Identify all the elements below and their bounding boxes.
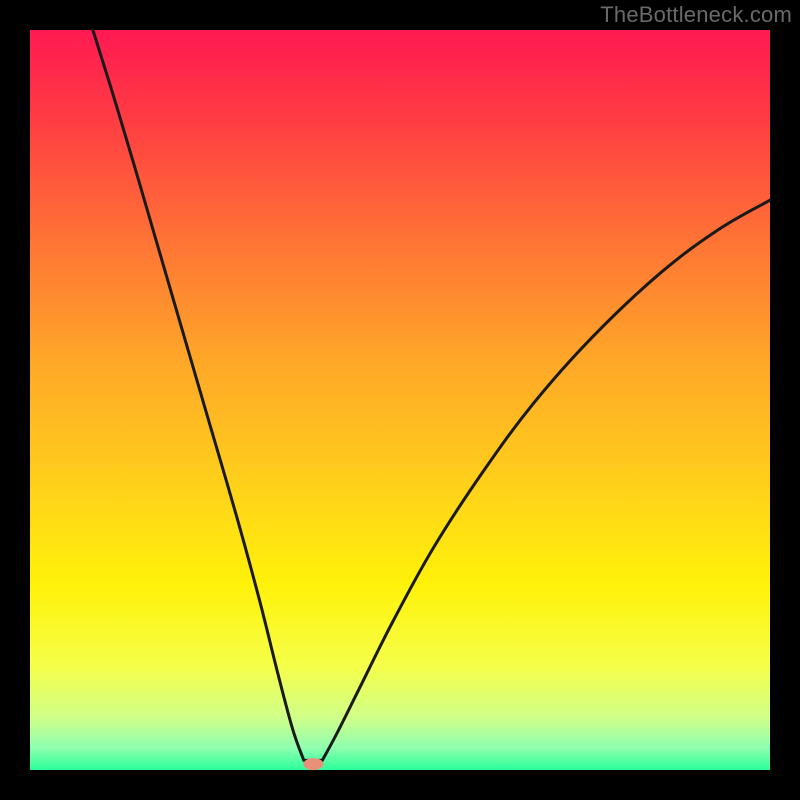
chart-container: TheBottleneck.com (0, 0, 800, 800)
chart-background-gradient (30, 30, 770, 770)
watermark-text: TheBottleneck.com (600, 2, 792, 28)
bottleneck-chart (0, 0, 800, 800)
optimal-marker (303, 758, 323, 770)
